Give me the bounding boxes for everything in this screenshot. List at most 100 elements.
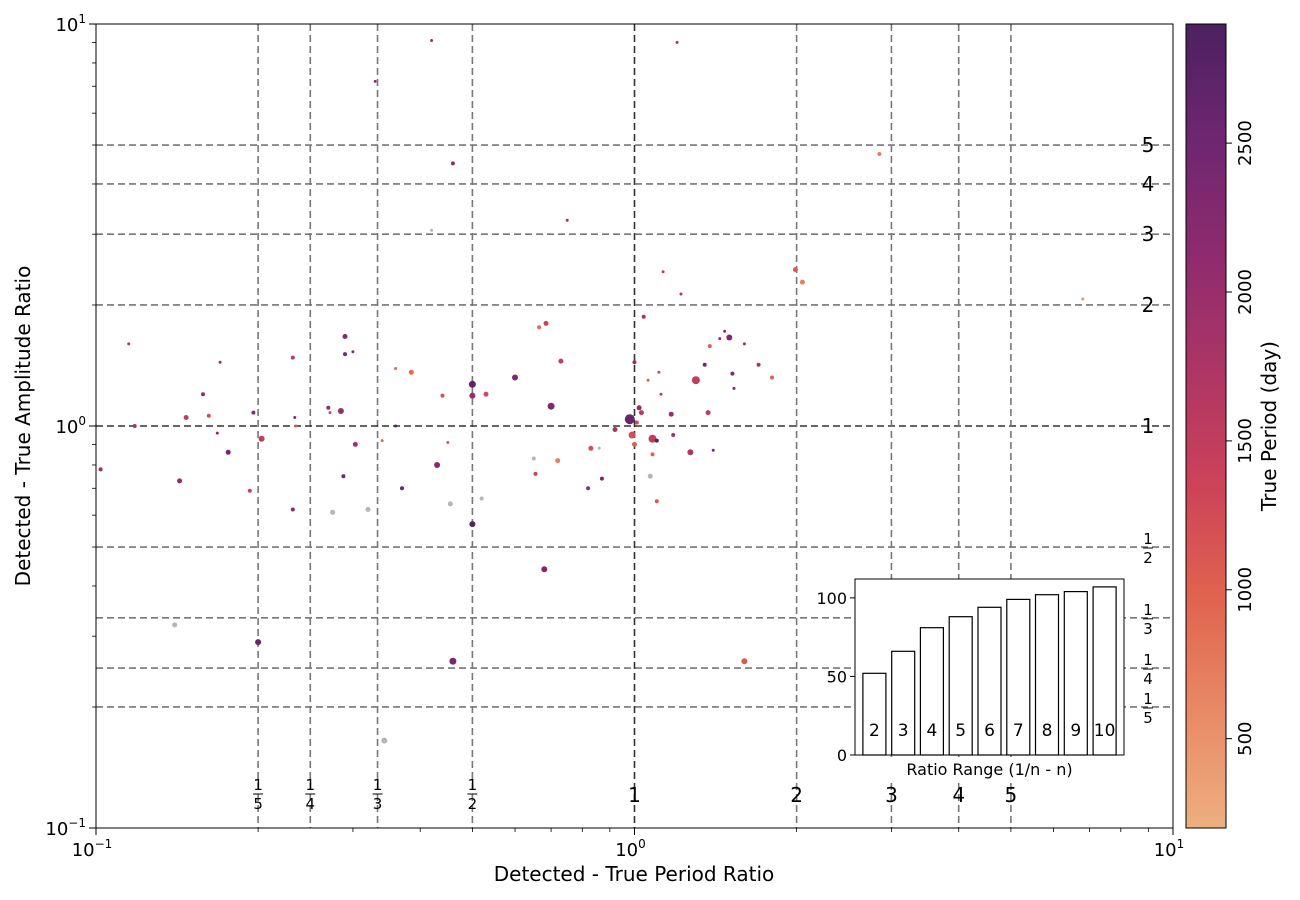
inset-bar-label: 10 [1094, 721, 1116, 741]
y-ref-label-denominator: 4 [1143, 670, 1153, 688]
scatter-point [648, 434, 657, 443]
scatter-point [177, 478, 183, 484]
inset-y-tick-label: 50 [827, 667, 847, 686]
inset-bar-label: 4 [927, 721, 938, 741]
scatter-point [394, 367, 398, 370]
scatter-point [449, 657, 457, 665]
scatter-point [657, 370, 661, 374]
x-ref-label-numerator: 1 [306, 776, 316, 794]
scatter-point [641, 314, 646, 319]
inset-bar [1092, 586, 1117, 756]
scatter-point [705, 410, 711, 416]
scatter-point [330, 509, 336, 515]
scatter-point [483, 391, 489, 397]
scatter-point [726, 334, 733, 341]
scatter-point [654, 499, 659, 504]
scatter-point [711, 448, 715, 452]
y-axis-label: Detected - True Amplitude Ratio [11, 266, 35, 587]
inset-bar [1006, 598, 1031, 756]
scatter-point [446, 441, 450, 444]
scatter-point [647, 473, 653, 479]
y-ref-label-denominator: 5 [1143, 709, 1153, 727]
inset-bar [862, 672, 887, 756]
inset-x-axis-label: Ratio Range (1/n - n) [906, 760, 1072, 779]
x-ref-label-denominator: 4 [306, 795, 316, 813]
scatter-point [646, 378, 650, 382]
y-ref-label: 4 [1142, 172, 1155, 196]
scatter-point [294, 424, 298, 428]
scatter-point [172, 622, 178, 628]
scatter-point [533, 471, 538, 476]
inset-bar [919, 627, 945, 756]
scatter-point [290, 507, 295, 512]
scatter-point [634, 420, 639, 425]
scatter-point [373, 79, 377, 83]
scatter-point [586, 486, 591, 491]
inset-y-tick-label: 100 [816, 589, 847, 608]
y-tick-label: 101 [55, 12, 86, 36]
scatter-point [352, 441, 358, 447]
scatter-point [597, 446, 601, 450]
colorbar-tick-label: 500 [1235, 721, 1256, 755]
colorbar-tick-label: 1000 [1235, 567, 1256, 613]
scatter-point [342, 334, 348, 339]
scatter-point [98, 467, 103, 472]
inset-xlabel-bg [889, 759, 1089, 781]
scatter-point [469, 392, 476, 399]
x-ref-label: 1 [628, 783, 641, 807]
inset-bar [948, 616, 973, 756]
scatter-point [718, 337, 722, 341]
scatter-point [547, 402, 555, 410]
scatter-point [337, 408, 344, 414]
scatter-point [565, 218, 569, 222]
scatter-point [430, 228, 434, 232]
scatter-point [468, 380, 476, 388]
x-ref-label: 3 [885, 783, 898, 807]
scatter-point [877, 152, 882, 156]
scatter-point [394, 424, 398, 428]
scatter-point [531, 456, 536, 461]
x-ref-label-numerator: 1 [253, 776, 263, 794]
inset-bar-label: 2 [869, 721, 880, 741]
scatter-point [555, 458, 561, 464]
colorbar-tick-label: 2500 [1235, 120, 1256, 166]
scatter-point [218, 360, 222, 364]
scatter-point [341, 474, 346, 479]
scatter-point [638, 410, 644, 416]
scatter-point [679, 292, 683, 296]
scatter-point [687, 449, 694, 456]
colorbar-label: True Period (day) [1257, 341, 1281, 512]
x-ref-label-denominator: 2 [468, 795, 478, 813]
scatter-point [127, 342, 131, 346]
scatter-point [628, 431, 636, 439]
inset-bar-label: 7 [1013, 721, 1024, 741]
y-tick-label: 10−1 [45, 816, 86, 840]
scatter-point [691, 376, 700, 385]
y-ref-label-numerator: 1 [1143, 530, 1153, 548]
y-ref-label-denominator: 2 [1143, 549, 1153, 567]
scatter-point [251, 410, 256, 415]
scatter-point [654, 438, 659, 443]
scatter-point [650, 452, 655, 457]
inset-bar [1034, 594, 1060, 756]
scatter-point [558, 358, 564, 364]
y-ref-label: 3 [1142, 222, 1155, 246]
scatter-point [381, 737, 388, 744]
inset-bar [1063, 590, 1088, 756]
inset-bar-label: 8 [1042, 721, 1053, 741]
y-ref-label-numerator: 1 [1143, 651, 1153, 669]
scatter-point [707, 344, 712, 349]
scatter-point [671, 433, 676, 437]
scatter-point [543, 320, 549, 326]
y-ref-label: 5 [1142, 133, 1155, 157]
scatter-point [215, 431, 219, 435]
inset-bar [891, 650, 916, 756]
x-tick-label: 10−1 [72, 837, 113, 861]
inset-bar-label: 5 [955, 721, 966, 741]
inset-bar-label: 3 [898, 721, 909, 741]
scatter-point [440, 393, 445, 398]
x-ref-label-numerator: 1 [468, 776, 478, 794]
